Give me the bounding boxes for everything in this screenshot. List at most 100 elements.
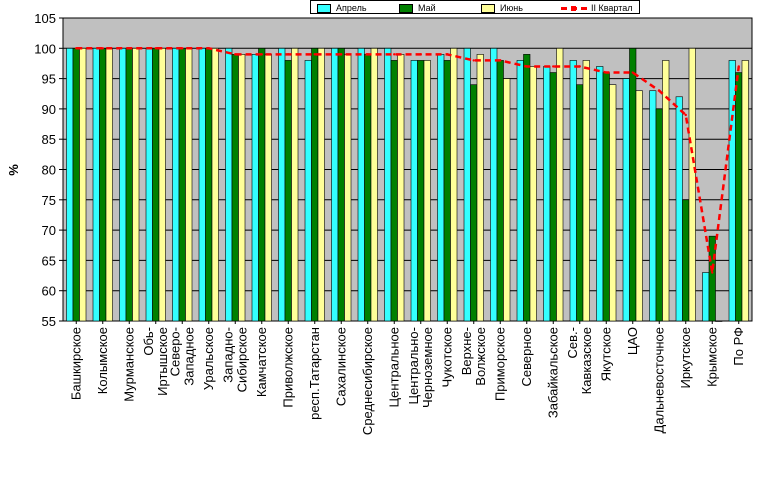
y-tick-label: 65 bbox=[42, 253, 56, 268]
x-tick-label: Северное bbox=[519, 327, 534, 386]
x-tick-label: Западное bbox=[181, 327, 196, 386]
quarter-point bbox=[684, 113, 687, 117]
bar-may bbox=[629, 47, 637, 322]
quarter-point bbox=[128, 47, 131, 50]
bar-april bbox=[463, 47, 471, 322]
bar-may bbox=[655, 108, 663, 322]
bar-may bbox=[311, 47, 319, 322]
x-tick-label: Центрально- bbox=[406, 327, 421, 405]
bar-june bbox=[264, 54, 272, 322]
legend-item-may: Май bbox=[399, 2, 436, 14]
legend-line-quarter bbox=[561, 5, 587, 11]
bar-june bbox=[397, 54, 405, 322]
x-tick-label: Крымское bbox=[704, 327, 719, 387]
bar-may bbox=[284, 60, 292, 322]
bar-april bbox=[278, 47, 286, 322]
bar-may bbox=[417, 60, 425, 322]
bar-may bbox=[205, 47, 213, 322]
bar-june bbox=[450, 47, 458, 322]
quarter-point bbox=[181, 47, 184, 50]
bar-may bbox=[735, 72, 743, 322]
x-tick-label: Центральное bbox=[386, 327, 401, 407]
quarter-point bbox=[446, 53, 449, 56]
bar-june bbox=[423, 60, 431, 322]
bar-april bbox=[569, 60, 577, 322]
x-tick-label: Кавказское bbox=[579, 327, 594, 394]
quarter-point bbox=[578, 65, 581, 68]
bar-may bbox=[72, 47, 80, 322]
x-tick-label: Приморское bbox=[492, 327, 507, 401]
bar-april bbox=[92, 47, 100, 322]
quarter-point bbox=[234, 53, 237, 56]
quarter-point bbox=[340, 53, 343, 56]
bar-may bbox=[576, 84, 584, 322]
x-axis: Башкирское Колымское Мурманское Обь- Иртышск… bbox=[68, 321, 746, 435]
bar-april bbox=[410, 60, 418, 322]
bar-june bbox=[344, 54, 352, 322]
bar-june bbox=[476, 54, 484, 322]
quarter-point bbox=[711, 271, 714, 274]
bar-june bbox=[582, 60, 590, 322]
x-tick-label: респ.Татарстан bbox=[307, 327, 322, 420]
y-axis-label: % bbox=[6, 164, 21, 176]
bar-april bbox=[702, 272, 710, 322]
bar-april bbox=[622, 78, 630, 322]
bar-april bbox=[596, 66, 604, 322]
legend-item-june: Июнь bbox=[481, 2, 523, 14]
x-tick-label: Иртышское bbox=[155, 327, 170, 396]
bar-may bbox=[682, 199, 690, 322]
x-tick-label: Сахалинское bbox=[333, 327, 348, 406]
bar-june bbox=[556, 47, 564, 322]
bar-april bbox=[225, 47, 233, 322]
quarter-point bbox=[552, 65, 555, 68]
quarter-point bbox=[737, 65, 740, 68]
bar-june bbox=[291, 47, 299, 322]
bar-may bbox=[337, 47, 345, 322]
bar-june bbox=[635, 90, 643, 322]
quarter-point bbox=[287, 53, 290, 56]
bar-may bbox=[99, 47, 107, 322]
x-tick-label: Обь- bbox=[141, 327, 156, 356]
y-tick-label: 105 bbox=[34, 11, 56, 26]
legend-item-april: Апрель bbox=[317, 2, 367, 14]
x-tick-label: Верхне- bbox=[459, 327, 474, 375]
quarter-point bbox=[207, 47, 210, 50]
bar-april bbox=[516, 60, 524, 322]
x-tick-label: Башкирское bbox=[68, 327, 83, 400]
bar-june bbox=[688, 47, 696, 322]
y-axis: 55 60 65 70 75 80 85 90 95 100 105 bbox=[34, 11, 63, 329]
bar-june bbox=[503, 78, 511, 322]
y-tick-label: 80 bbox=[42, 163, 56, 178]
bar-june bbox=[79, 47, 87, 322]
bar-may bbox=[443, 60, 451, 322]
bar-june bbox=[529, 66, 537, 322]
bar-may bbox=[125, 47, 133, 322]
x-tick-label: Забайкальское bbox=[545, 327, 560, 418]
x-tick-label: Волжское bbox=[473, 327, 488, 386]
bar-may bbox=[390, 60, 398, 322]
quarter-point bbox=[631, 71, 634, 74]
x-tick-label: Сев.- bbox=[565, 327, 580, 358]
bar-april bbox=[331, 47, 339, 322]
quarter-point bbox=[393, 53, 396, 56]
bar-june bbox=[715, 320, 723, 322]
quarter-point bbox=[101, 47, 104, 50]
x-tick-label: Камчатское bbox=[254, 327, 269, 397]
bar-april bbox=[543, 66, 551, 322]
bar-april bbox=[145, 47, 153, 322]
quarter-point bbox=[313, 53, 316, 56]
x-tick-label: ЦАО bbox=[625, 327, 640, 355]
bar-may bbox=[549, 72, 557, 322]
bar-june bbox=[662, 60, 670, 322]
x-tick-label: Чукотское bbox=[439, 327, 454, 388]
bar-june bbox=[370, 47, 378, 322]
quarter-point bbox=[525, 65, 528, 68]
x-tick-label: Уральское bbox=[201, 327, 216, 390]
x-tick-label: Черноземное bbox=[420, 327, 435, 408]
legend: Апрель Май Июнь II Квартал bbox=[310, 0, 640, 14]
bar-june bbox=[741, 60, 749, 322]
bar-may bbox=[178, 47, 186, 322]
bar-june bbox=[105, 47, 113, 322]
y-tick-label: 95 bbox=[42, 72, 56, 87]
